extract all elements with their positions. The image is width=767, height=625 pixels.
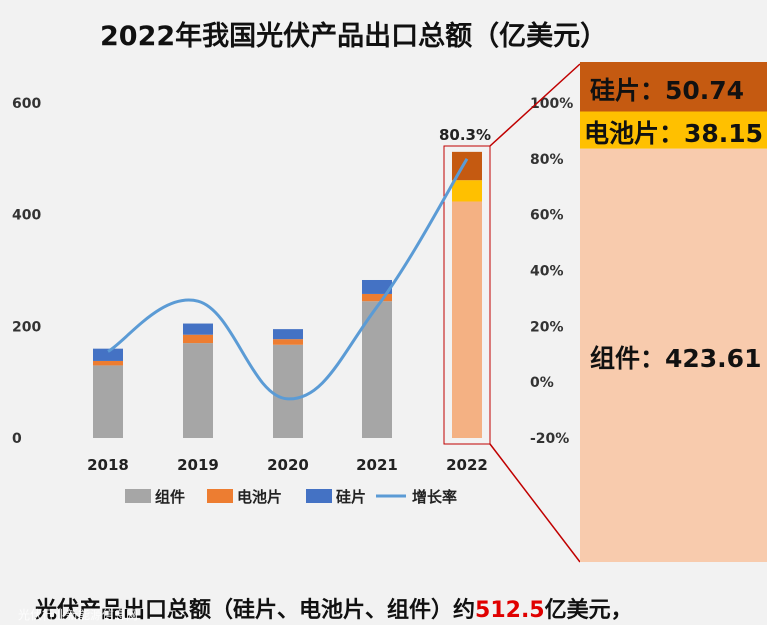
y-tick-left: 0 [12,431,22,447]
breakout-segment [580,111,767,149]
bar-segment [273,329,303,340]
legend-swatch [306,489,332,503]
y-tick-right: 20% [530,319,564,335]
legend-label: 组件 [155,488,185,506]
y-tick-right: 60% [530,208,564,224]
growth-label: 80.3% [439,126,491,144]
breakout-label: 组件：423.61 [590,344,762,374]
chart-title: 2022年我国光伏产品出口总额（亿美元） [100,21,608,52]
caption-post: 亿美元， [544,598,633,623]
highlight-rect [443,145,491,445]
breakout-segment [580,148,767,562]
bar-segment [362,301,392,438]
bar-segment [362,293,392,302]
bar-segment [93,365,123,438]
legend-label: 电池片 [237,488,282,506]
caption-highlight: 512.5 [475,598,545,623]
x-tick-label: 2018 [87,456,129,474]
highlight-box [443,63,581,563]
watermark: 光伏行业新能源信息网 [18,608,139,622]
y-tick-right: 0% [530,375,554,391]
y-tick-left: 600 [12,96,41,112]
y-tick-right: 40% [530,264,564,280]
growth-line: 80.3% [107,126,491,401]
bar-segment [452,201,482,438]
caption: 光伏产品出口总额（硅片、电池片、组件）约512.5亿美元， [35,592,633,624]
bar-segment [93,348,123,361]
y-tick-right: 80% [530,152,564,168]
legend-swatch [125,489,151,503]
breakout-label: 电池片：38.15 [584,119,764,149]
y-axis-left: 0 200 400 600 [12,96,41,447]
legend-label: 硅片 [336,488,366,506]
bar-segment [362,279,392,294]
breakout-segment [580,62,767,112]
x-tick-label: 2019 [177,456,219,474]
x-tick-label: 2022 [446,456,488,474]
connector-bottom [489,443,581,563]
bar-segment [273,339,303,345]
bar-segment [183,343,213,438]
legend-swatch [207,489,233,503]
y-tick-left: 400 [12,208,41,224]
x-tick-label: 2021 [356,456,398,474]
y-tick-left: 200 [12,319,41,335]
bar-segment [183,323,213,335]
growth-line-path [107,158,469,401]
x-tick-label: 2020 [267,456,309,474]
legend: 组件 电池片 硅片 增长率 [125,488,457,506]
bars [93,151,482,438]
bar-segment [452,180,482,202]
x-axis: 2018 2019 2020 2021 2022 [87,456,488,474]
y-tick-right: -20% [530,431,569,447]
y-axis-right: -20%0%20%40%60%80%100% [530,96,573,447]
connector-top [489,63,581,147]
breakout-bar [580,62,767,562]
bar-segment [183,334,213,344]
bar-segment [273,344,303,438]
bar-segment [93,360,123,366]
breakout-label: 硅片：50.74 [590,75,745,105]
legend-label: 增长率 [412,488,457,506]
caption-pre: 光伏产品出口总额（硅片、电池片、组件）约 [35,598,476,623]
